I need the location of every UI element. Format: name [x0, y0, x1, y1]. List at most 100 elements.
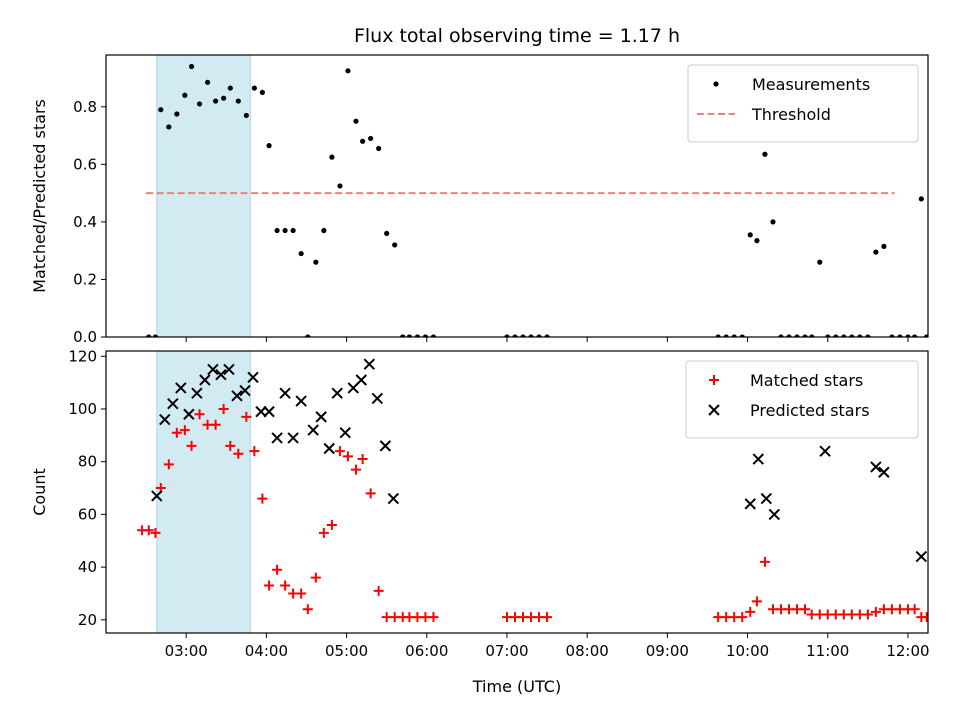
measurement-point [345, 68, 351, 74]
matched-stars-point [862, 609, 873, 620]
measurement-point [384, 230, 390, 237]
measurement-point [305, 334, 311, 337]
matched-stars-point [318, 527, 329, 538]
x-tick-label: 11:00 [806, 642, 849, 660]
matched-stars-point [350, 464, 361, 475]
predicted-stars-point [263, 405, 275, 418]
measurement-point [723, 334, 729, 337]
predicted-stars-point [287, 432, 299, 444]
predicted-stars-point [760, 492, 772, 505]
matched-stars-point [342, 451, 353, 462]
measurement-point [243, 112, 249, 119]
y-tick-label: 100 [68, 400, 97, 418]
measurement-point [528, 334, 534, 337]
predicted-stars-point [744, 498, 756, 510]
measurement-point [166, 124, 172, 130]
y-tick-label: 0.6 [73, 155, 97, 173]
matched-stars-point [326, 519, 337, 530]
measurement-point [227, 85, 233, 91]
measurement-point [857, 334, 863, 337]
measurement-point [196, 101, 203, 107]
legend-marker-matched [709, 375, 719, 385]
y-tick-label: 0.0 [73, 328, 97, 346]
measurement-point [897, 334, 903, 337]
legend-label: Predicted stars [750, 401, 870, 420]
plot-area [137, 351, 928, 633]
measurement-point [368, 135, 374, 142]
measurement-point [235, 98, 241, 104]
matched-stars-point [921, 612, 928, 623]
predicted-stars-point [315, 411, 327, 423]
measurement-point [809, 334, 815, 337]
measurement-point [158, 107, 164, 113]
predicted-stars-point [295, 395, 307, 407]
matched-stars-point [150, 527, 161, 538]
matched-stars-point [373, 585, 384, 596]
matched-stars-point [737, 612, 748, 623]
predicted-stars-point [323, 442, 335, 455]
x-tick-label: 07:00 [485, 642, 528, 660]
matched-stars-point [745, 606, 756, 617]
measurement-point [731, 334, 737, 337]
measurement-point [213, 98, 219, 104]
measurement-point [204, 79, 211, 85]
y-tick-label: 120 [68, 347, 97, 365]
legend-box [685, 360, 919, 439]
matched-stars-point [225, 440, 236, 451]
y-tick-label: 0.8 [73, 98, 97, 116]
measurement-point [290, 227, 296, 234]
matched-stars-point [751, 596, 762, 607]
measurement-point [905, 334, 911, 337]
top-panel: 0.0 0.2 0.4 0.6 0.8 Matched/Predicted stars Me… [30, 54, 929, 346]
legend-label: Threshold [751, 105, 831, 124]
measurement-point [512, 334, 518, 337]
measurement-point [715, 334, 721, 337]
predicted-stars-point [199, 374, 211, 386]
measurement-point [251, 85, 257, 91]
measurement-point [794, 334, 800, 337]
measurement-point [430, 334, 437, 337]
measurement-point [329, 154, 335, 160]
x-tick-label: 05:00 [325, 642, 368, 660]
measurement-point [313, 259, 319, 265]
measurement-point [739, 334, 745, 337]
matched-stars-point [272, 564, 283, 575]
matched-stars-point [186, 440, 197, 451]
measurement-point [259, 89, 265, 96]
matched-stars-point [280, 580, 291, 591]
matched-stars-point [194, 409, 205, 420]
measurement-point [298, 250, 304, 257]
predicted-stars-point [191, 387, 203, 399]
measurement-point [536, 334, 542, 337]
predicted-stars-point [363, 358, 376, 370]
y-tick-label: 60 [78, 505, 97, 523]
measurement-point [360, 138, 366, 144]
matched-stars-point [163, 459, 174, 470]
measurement-point [881, 243, 887, 249]
measurement-point [152, 334, 159, 337]
predicted-stars-point [271, 432, 283, 444]
axes-frame [105, 350, 929, 634]
measurement-point [282, 227, 288, 234]
matched-stars-point [264, 580, 275, 591]
predicted-stars-point [387, 492, 400, 505]
matched-stars-point [870, 606, 881, 617]
measurement-point [762, 151, 768, 157]
measurement-point [817, 259, 823, 265]
measurement-point [747, 232, 753, 238]
measurement-point [520, 334, 526, 337]
matched-stars-point [800, 604, 811, 615]
predicted-stars-point [339, 426, 351, 439]
measurement-point [924, 334, 928, 337]
matched-stars-point [218, 403, 229, 414]
legend-label: Measurements [752, 75, 870, 94]
matched-stars-point [179, 425, 190, 436]
measurement-point [873, 249, 879, 255]
predicted-stars-point [207, 363, 219, 376]
predicted-stars-point [247, 371, 259, 384]
measurement-point [221, 95, 227, 101]
predicted-stars-point [331, 387, 343, 399]
y-tick-label: 40 [78, 558, 97, 576]
matched-stars-point [759, 556, 770, 567]
matched-stars-point [241, 411, 252, 422]
